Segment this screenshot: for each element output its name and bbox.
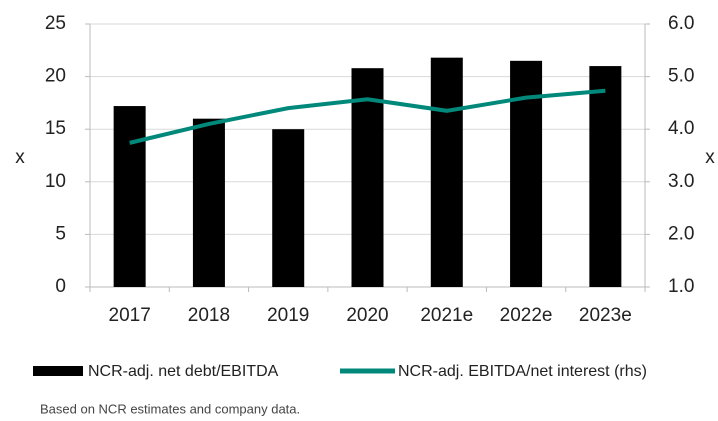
y-tick-label: 20: [45, 66, 66, 87]
x-tick-label: 2021e: [420, 305, 473, 326]
x-tick-label: 2022e: [500, 305, 553, 326]
legend-label: NCR-adj. EBITDA/net interest (rhs): [398, 363, 647, 380]
y-tick-label: 10: [45, 171, 66, 192]
y-tick-label: 25: [45, 13, 66, 34]
y-axis-label: x: [15, 147, 25, 168]
y2-tick-label: 3.0: [668, 171, 694, 192]
y2-tick-label: 2.0: [668, 223, 694, 244]
bar: [351, 68, 384, 288]
legend-label: NCR-adj. net debt/EBITDA: [88, 363, 279, 380]
bar: [113, 106, 146, 287]
x-tick-label: 2019: [267, 305, 309, 326]
bar: [589, 66, 622, 287]
y2-tick-label: 6.0: [668, 13, 694, 34]
line: [129, 88, 606, 145]
y2-axis-label: x: [705, 147, 715, 168]
x-tick-label: 2023e: [579, 305, 632, 326]
y-tick-label: 5: [55, 223, 66, 244]
bar: [192, 118, 225, 288]
legend-swatch: [33, 366, 83, 376]
bar: [272, 129, 305, 287]
y2-tick-label: 4.0: [668, 118, 694, 139]
x-tick-label: 2017: [109, 305, 151, 326]
y2-tick-label: 5.0: [668, 66, 694, 87]
y-tick-label: 0: [55, 276, 66, 297]
x-tick-label: 2018: [188, 305, 230, 326]
y2-tick-label: 1.0: [668, 276, 694, 297]
footnote: Based on NCR estimates and company data.: [40, 401, 300, 416]
y-tick-label: 15: [45, 118, 66, 139]
bar: [430, 57, 463, 287]
x-tick-label: 2020: [346, 305, 388, 326]
